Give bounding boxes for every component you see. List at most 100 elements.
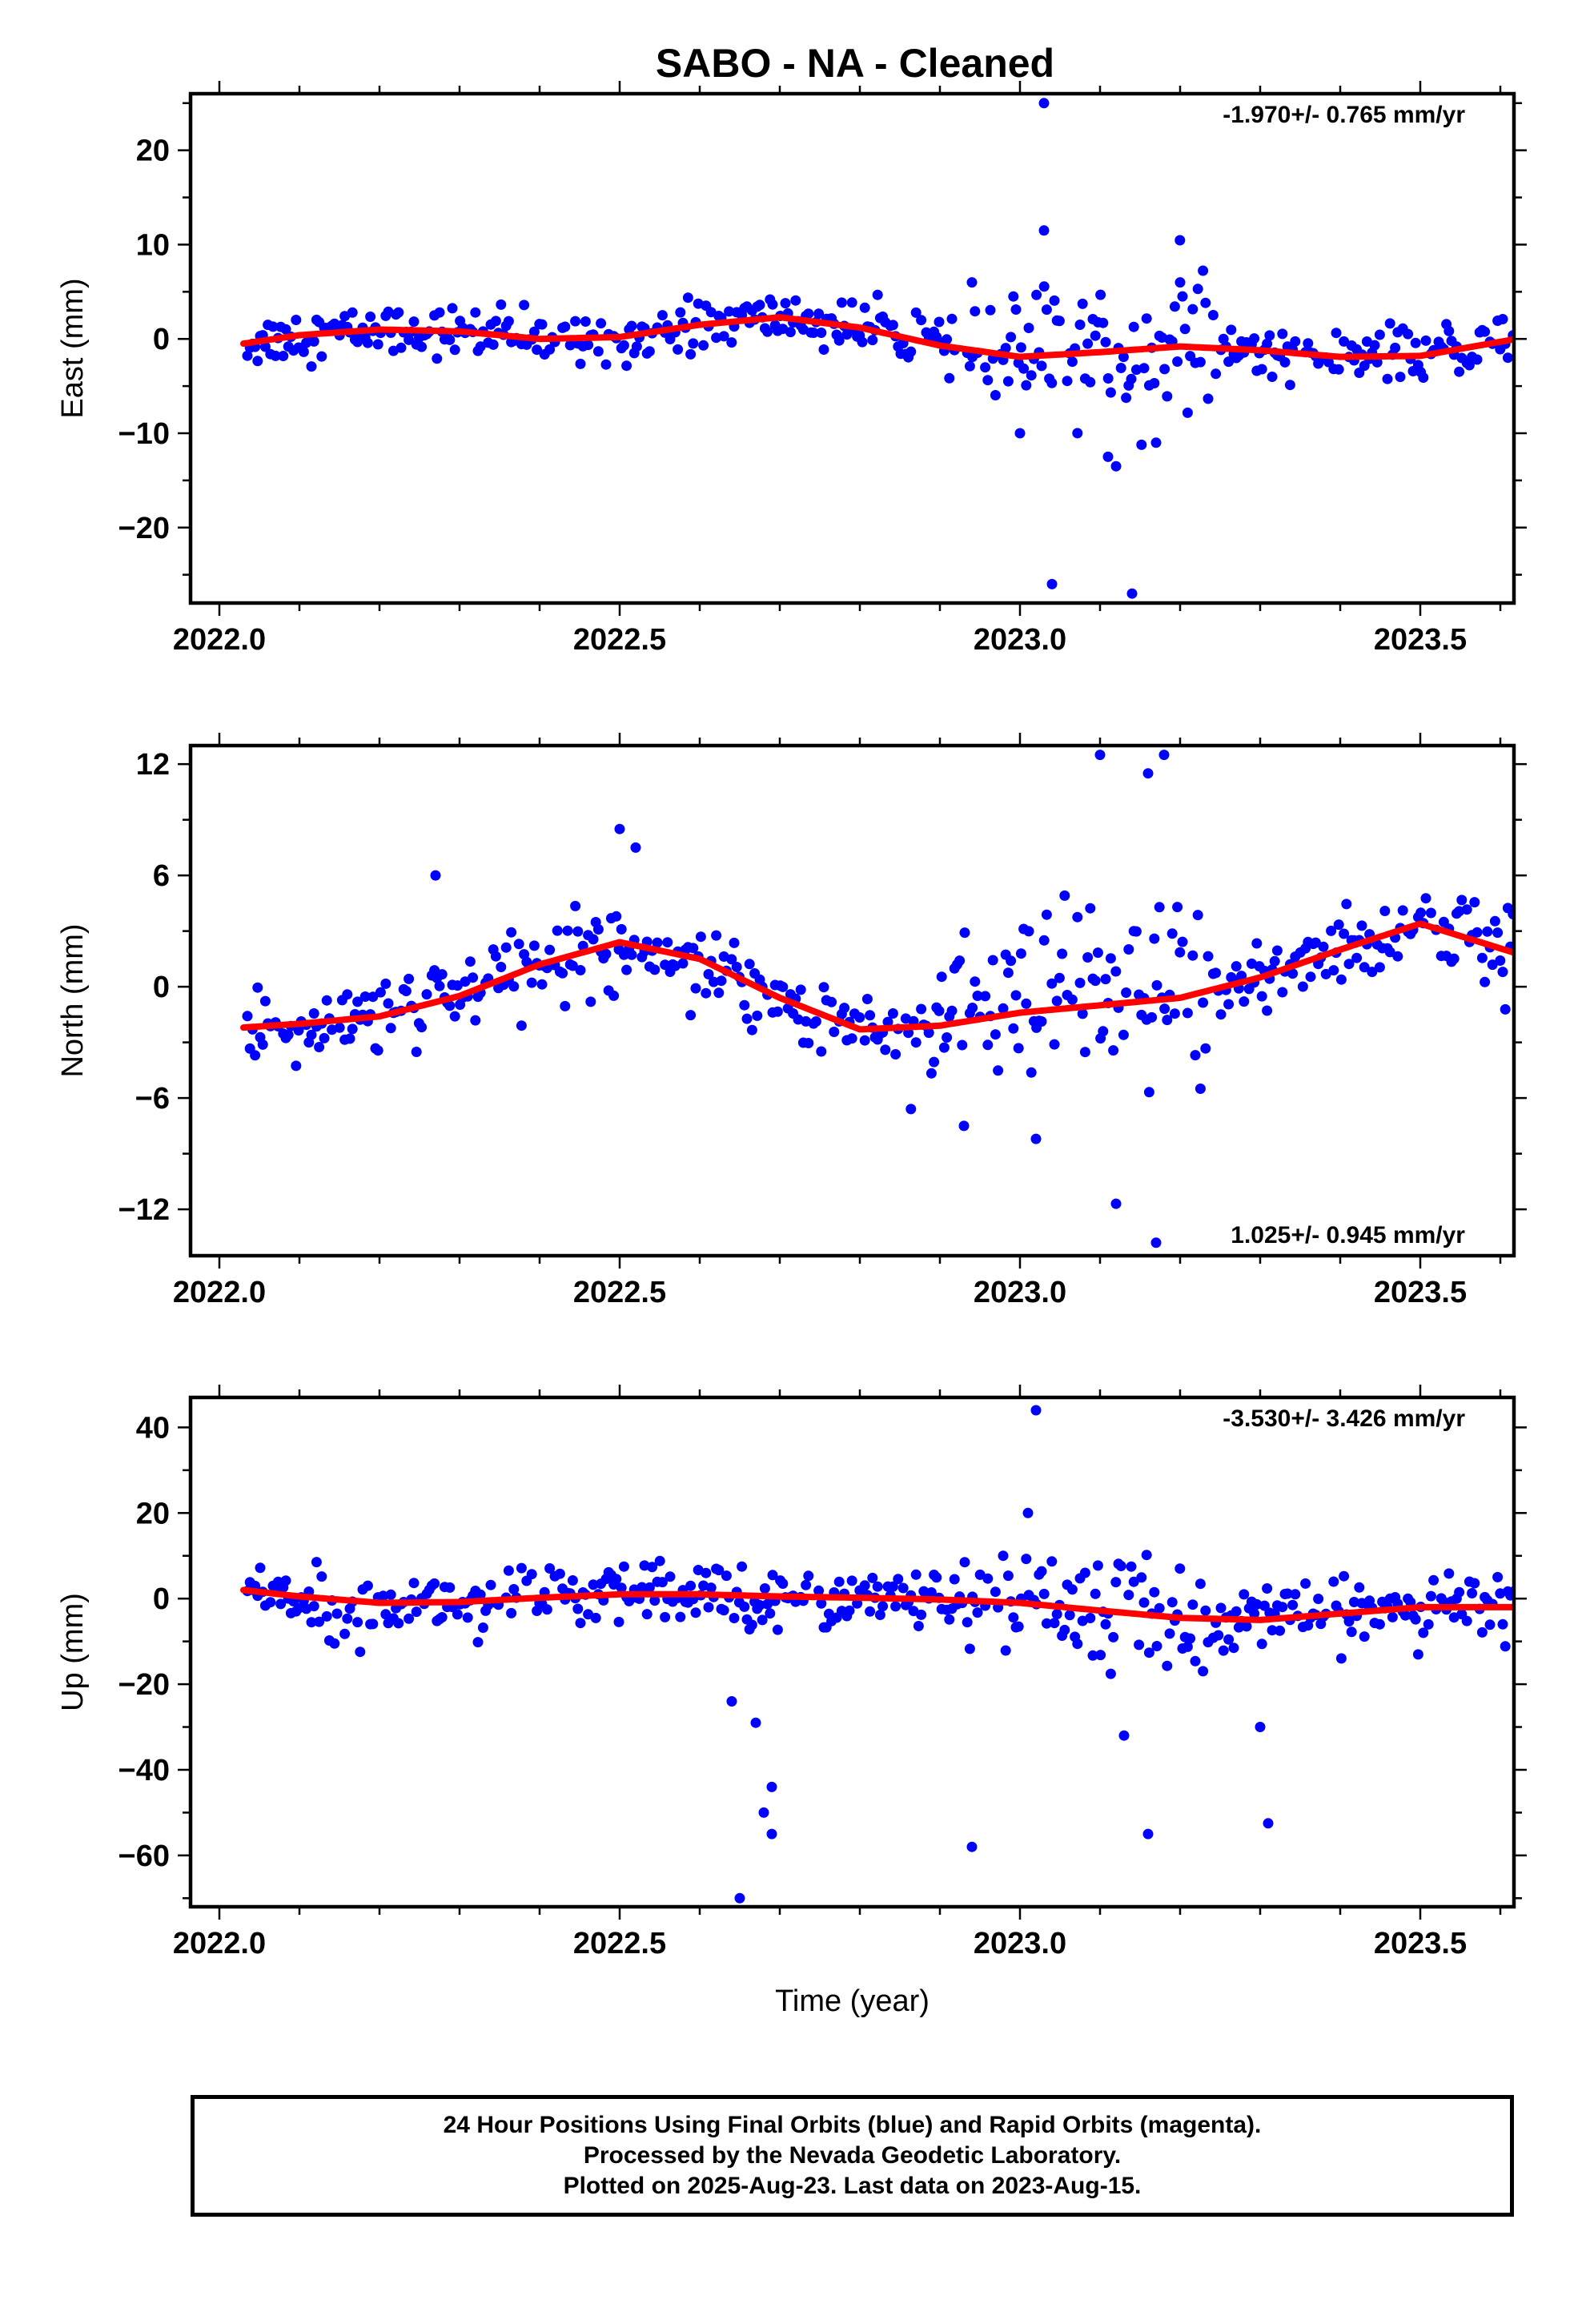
up-point xyxy=(654,1555,665,1566)
east-point xyxy=(308,336,319,347)
north-point xyxy=(1269,955,1280,967)
north-frame xyxy=(188,743,1516,1258)
east-point xyxy=(432,353,443,364)
east-point xyxy=(316,351,327,362)
north-point xyxy=(557,967,568,979)
east-point xyxy=(1138,363,1150,374)
up-point xyxy=(772,1624,783,1635)
up-point xyxy=(265,1597,276,1608)
east-point xyxy=(982,375,994,386)
up-y-tick-label: 0 xyxy=(153,1582,170,1616)
east-point xyxy=(767,299,778,310)
up-point xyxy=(739,1601,750,1612)
north-point xyxy=(257,1039,268,1050)
east-point xyxy=(1226,324,1237,336)
up-point xyxy=(1164,1628,1175,1639)
north-point xyxy=(1472,927,1483,938)
up-point xyxy=(1425,1590,1436,1602)
east-x-tick-label: 2023.0 xyxy=(974,623,1066,657)
north-point xyxy=(910,1037,921,1048)
up-point xyxy=(280,1575,291,1586)
up-y-axis-label: Up (mm) xyxy=(56,1593,90,1711)
north-point xyxy=(1339,928,1350,939)
north-x-tick-label: 2023.5 xyxy=(1374,1276,1467,1309)
north-point xyxy=(716,975,727,987)
up-y-tick-label: 40 xyxy=(136,1411,170,1445)
up-point xyxy=(803,1570,814,1582)
north-point xyxy=(972,991,983,1001)
north-point xyxy=(1077,1008,1088,1019)
up-point xyxy=(1262,1583,1273,1594)
north-x-tick-label: 2023.0 xyxy=(974,1276,1066,1309)
north-outlier-point xyxy=(1094,750,1106,761)
up-point xyxy=(926,1587,937,1598)
north-point xyxy=(1223,999,1235,1010)
north-point xyxy=(938,1042,950,1053)
east-point xyxy=(1098,317,1109,328)
east-point xyxy=(306,361,317,372)
east-point xyxy=(1006,332,1017,343)
east-point xyxy=(1182,407,1193,418)
north-point xyxy=(967,1003,978,1013)
north-point xyxy=(1108,1045,1119,1056)
north-rate-label: 1.025+/- 0.945 mm/yr xyxy=(1231,1222,1465,1248)
north-point xyxy=(347,1023,358,1035)
north-point xyxy=(444,1000,456,1011)
north-point xyxy=(1051,995,1062,1007)
east-point xyxy=(488,339,499,350)
north-point xyxy=(600,948,612,959)
north-point xyxy=(560,1000,571,1011)
north-point xyxy=(575,965,586,975)
east-point xyxy=(1023,323,1034,333)
up-point xyxy=(611,1574,622,1585)
north-outlier-point xyxy=(1030,1133,1042,1144)
up-point xyxy=(1174,1563,1186,1574)
north-point xyxy=(536,979,548,990)
north-point xyxy=(468,972,479,983)
east-point xyxy=(580,316,591,327)
figure-title: SABO - NA - Cleaned xyxy=(656,41,1054,86)
up-point xyxy=(1335,1653,1347,1664)
east-point xyxy=(596,318,607,329)
north-point xyxy=(1059,890,1070,901)
north-point xyxy=(1351,952,1363,963)
north-point xyxy=(1341,899,1352,910)
east-point xyxy=(857,336,868,348)
east-point xyxy=(1179,324,1191,335)
north-point xyxy=(752,1010,763,1021)
north-point xyxy=(1023,926,1034,937)
up-point xyxy=(1095,1650,1106,1661)
north-point xyxy=(649,964,661,975)
up-y-tick-label: −40 xyxy=(118,1754,170,1787)
east-point xyxy=(846,297,857,308)
up-point xyxy=(1085,1613,1096,1623)
east-point xyxy=(592,346,604,357)
north-point xyxy=(1182,1007,1193,1019)
east-point xyxy=(1159,364,1170,375)
north-point xyxy=(1166,928,1178,939)
east-point xyxy=(560,321,571,332)
north-point xyxy=(416,1022,428,1033)
up-x-tick-label: 2022.0 xyxy=(173,1927,266,1960)
east-point xyxy=(621,360,632,372)
up-point xyxy=(1343,1616,1355,1627)
up-point xyxy=(867,1572,878,1583)
east-point xyxy=(280,324,291,335)
north-point xyxy=(987,955,998,966)
east-point xyxy=(1290,336,1301,347)
north-y-tick-label: 6 xyxy=(153,859,170,893)
east-point xyxy=(1118,352,1129,363)
east-point xyxy=(408,316,420,328)
up-point xyxy=(931,1572,942,1583)
east-point xyxy=(1036,360,1047,372)
north-point xyxy=(552,925,563,936)
north-point xyxy=(508,981,520,992)
east-point xyxy=(698,340,709,351)
up-point xyxy=(1021,1554,1032,1565)
east-point xyxy=(365,312,376,322)
up-point xyxy=(644,1582,655,1593)
east-point xyxy=(818,344,829,355)
up-point xyxy=(1215,1602,1227,1614)
east-point xyxy=(724,306,735,317)
up-point xyxy=(816,1598,827,1609)
